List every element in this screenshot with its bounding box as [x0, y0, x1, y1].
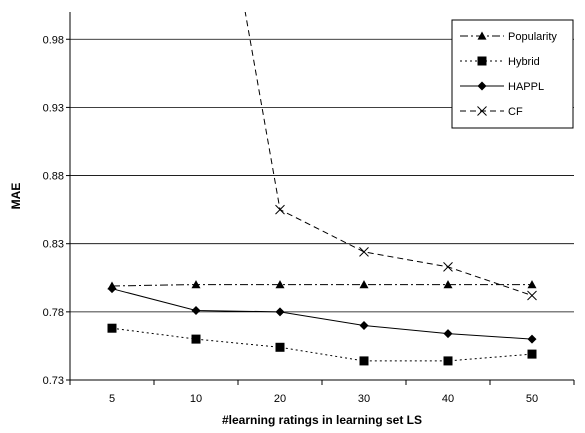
data-point-cf — [527, 290, 537, 301]
legend-item-hybrid: Hybrid — [460, 56, 540, 68]
data-point-popularity — [527, 280, 537, 289]
data-point-happl — [443, 329, 453, 339]
series-line-happl — [111, 288, 533, 340]
legend-item-cf: CF — [460, 106, 523, 118]
y-tick-label: 0.93 — [43, 102, 64, 114]
data-point-hybrid — [107, 323, 117, 333]
legend: Popularity Hybrid HAPPL CF — [451, 19, 574, 129]
data-point-hybrid — [443, 356, 453, 366]
legend-label: Hybrid — [508, 56, 540, 68]
data-point-popularity — [191, 280, 201, 289]
data-point-hybrid — [527, 349, 537, 359]
legend-marker — [477, 81, 487, 91]
legend-marker — [477, 106, 487, 116]
series-hybrid — [107, 323, 537, 366]
x-axis-title: #learning ratings in learning set LS — [222, 413, 422, 427]
data-point-happl — [107, 284, 117, 294]
data-point-popularity — [443, 280, 453, 289]
data-point-happl — [191, 305, 201, 315]
data-point-happl — [359, 320, 369, 330]
y-tick-label: 0.73 — [43, 375, 64, 387]
x-tick-label: 5 — [109, 393, 115, 405]
series-line-cf — [244, 12, 533, 296]
data-point-cf — [275, 204, 285, 215]
data-point-popularity — [275, 280, 285, 289]
legend-box — [451, 19, 574, 129]
y-tick-label: 0.78 — [43, 307, 64, 319]
data-point-hybrid — [191, 334, 201, 344]
legend-marker — [477, 56, 487, 66]
data-point-hybrid — [359, 356, 369, 366]
legend-label: CF — [508, 106, 523, 118]
legend-item-popularity: Popularity — [460, 31, 557, 43]
y-tick-label: 0.83 — [43, 239, 64, 251]
series-happl — [107, 284, 537, 344]
data-point-happl — [527, 334, 537, 344]
series-line-popularity — [111, 284, 532, 287]
legend-item-happl: HAPPL — [460, 81, 544, 93]
x-tick-label: 50 — [526, 393, 538, 405]
y-axis-title: MAE — [9, 183, 23, 210]
y-tick-label: 0.98 — [43, 34, 64, 46]
data-point-cf — [359, 247, 369, 257]
axes — [66, 12, 575, 385]
data-point-cf — [443, 262, 453, 272]
x-tick-label: 40 — [442, 393, 454, 405]
legend-label: HAPPL — [508, 81, 544, 93]
series-layer — [107, 12, 537, 366]
x-tick-labels: 5 10 20 30 40 50 — [109, 393, 538, 405]
x-tick-label: 20 — [274, 393, 286, 405]
legend-label: Popularity — [508, 31, 557, 43]
y-tick-label: 0.88 — [43, 171, 64, 183]
data-point-hybrid — [275, 342, 285, 352]
series-cf — [244, 12, 537, 301]
x-tick-label: 10 — [190, 393, 202, 405]
data-point-happl — [275, 307, 285, 317]
x-tick-label: 30 — [358, 393, 370, 405]
legend-marker — [477, 31, 487, 40]
series-popularity — [107, 280, 537, 290]
data-point-popularity — [359, 280, 369, 289]
y-tick-labels: 0.73 0.78 0.83 0.88 0.93 0.98 — [43, 34, 64, 387]
series-line-hybrid — [111, 327, 533, 362]
